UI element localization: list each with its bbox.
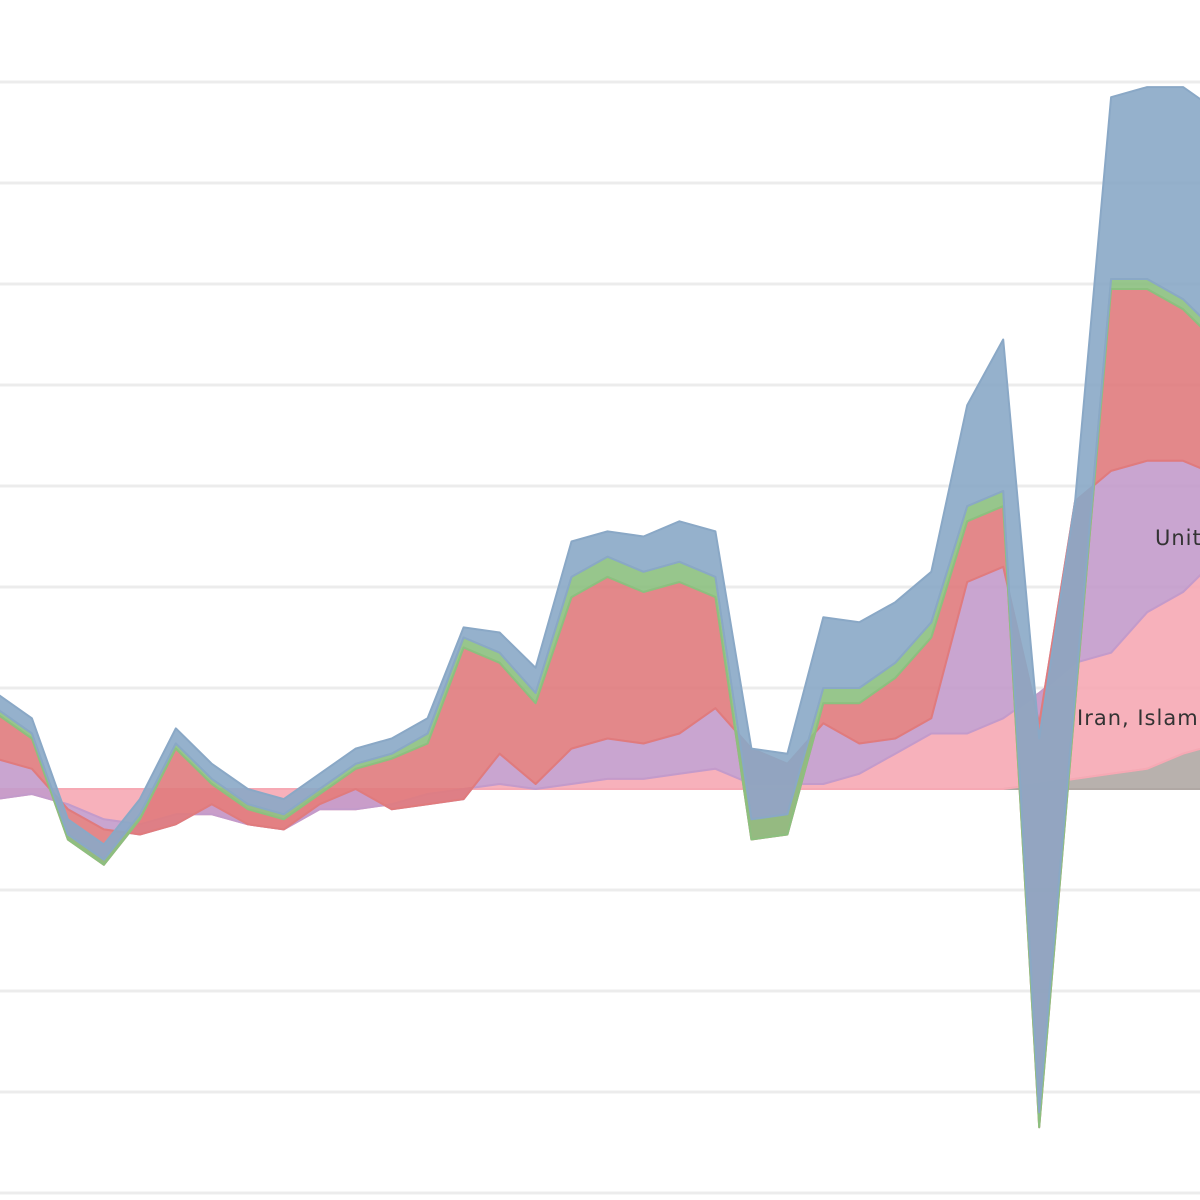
- series-label-united-states: United States: [1155, 526, 1200, 550]
- series-areas: [0, 86, 1200, 1129]
- series-area-united-states: [0, 86, 1200, 1114]
- series-labels: Iran, Islamic Rep. United States: [1077, 526, 1200, 730]
- series-label-iran-islamic-rep-: Iran, Islamic Rep.: [1077, 706, 1200, 730]
